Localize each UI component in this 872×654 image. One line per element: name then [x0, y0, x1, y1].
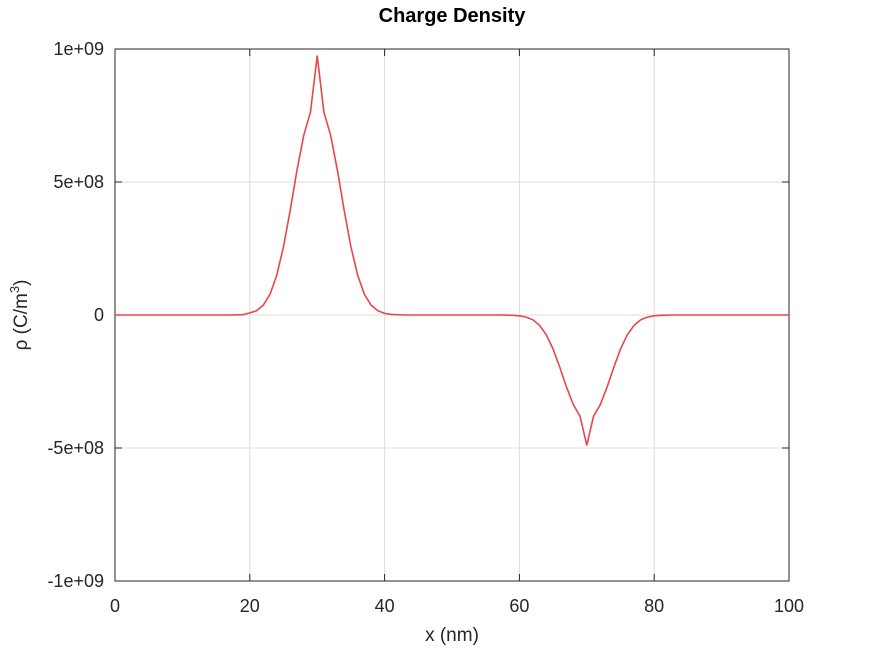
y-axis-label: ρ (C/m3): [7, 280, 32, 351]
y-tick-label: -5e+08: [47, 438, 104, 458]
series-line: [115, 55, 789, 446]
y-tick-label: 0: [94, 305, 104, 325]
x-tick-label: 0: [110, 596, 120, 616]
y-tick-label: 1e+09: [53, 39, 104, 59]
tick-labels: 0 20 40 60 80 100 1e+09 5e+08 0 -5e+08 -1e+09: [47, 39, 804, 616]
y-tick-label: -1e+09: [47, 571, 104, 591]
x-axis-label: x (nm): [425, 625, 479, 646]
x-tick-label: 100: [774, 596, 804, 616]
x-tick-label: 80: [644, 596, 664, 616]
y-tick-label: 5e+08: [53, 172, 104, 192]
chart-title: Charge Density: [379, 5, 527, 27]
y-axis-label-close: ): [11, 280, 32, 286]
y-axis-label-superscript: 3: [7, 286, 22, 293]
x-tick-label: 60: [509, 596, 529, 616]
x-tick-label: 40: [375, 596, 395, 616]
x-tick-label: 20: [240, 596, 260, 616]
y-axis-label-main: ρ (C/m: [11, 293, 32, 350]
